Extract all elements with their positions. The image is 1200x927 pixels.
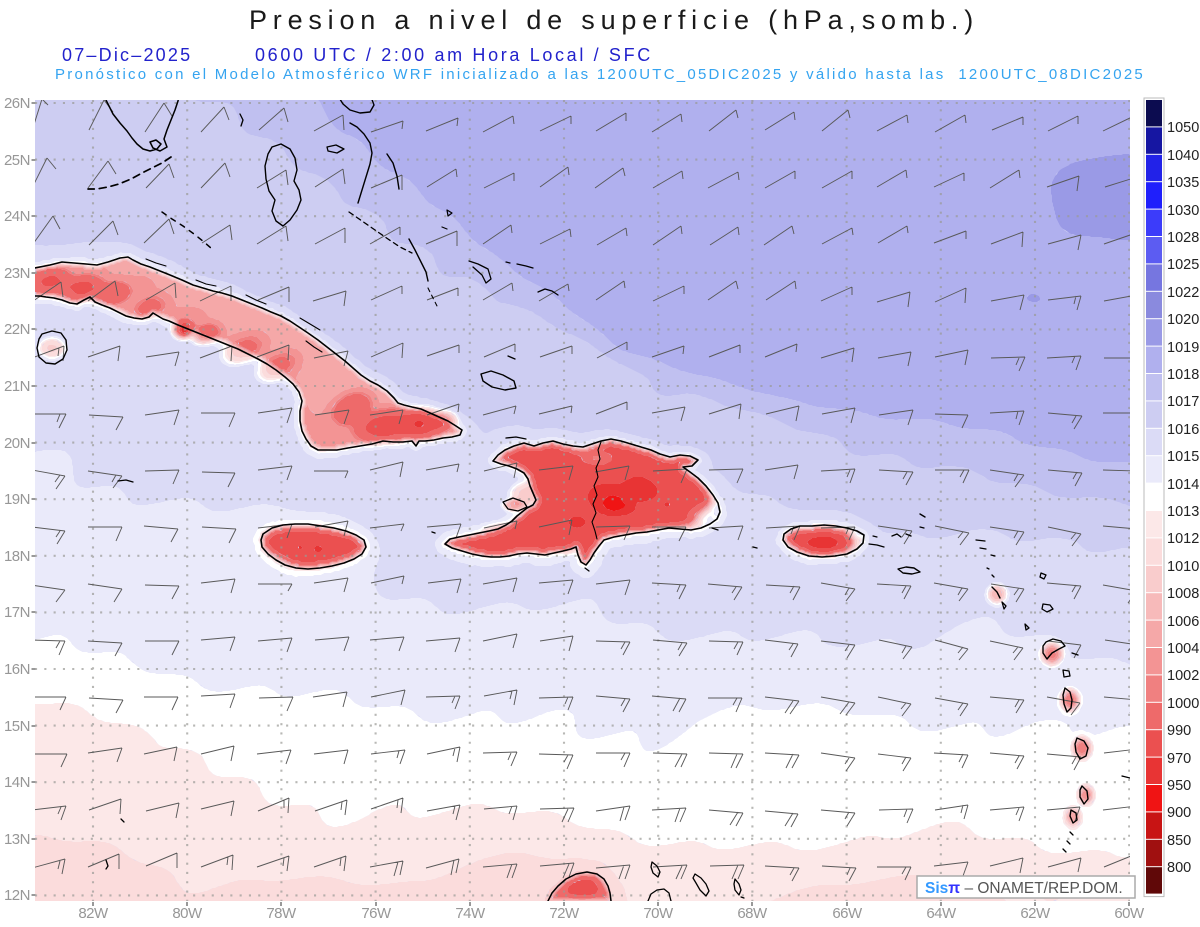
svg-text:18N: 18N — [4, 548, 30, 565]
svg-text:1025: 1025 — [1167, 257, 1199, 273]
svg-text:80W: 80W — [172, 905, 203, 922]
svg-text:62W: 62W — [1020, 905, 1051, 922]
svg-text:1017: 1017 — [1167, 394, 1199, 410]
svg-text:74W: 74W — [455, 905, 486, 922]
svg-text:1050: 1050 — [1167, 120, 1199, 136]
svg-text:64W: 64W — [926, 905, 957, 922]
svg-text:1012: 1012 — [1167, 531, 1199, 547]
svg-text:13N: 13N — [4, 831, 30, 848]
svg-text:60W: 60W — [1114, 905, 1145, 922]
svg-text:76W: 76W — [361, 905, 392, 922]
svg-text:66W: 66W — [832, 905, 863, 922]
svg-text:78W: 78W — [266, 905, 297, 922]
svg-text:17N: 17N — [4, 604, 30, 621]
svg-text:1019: 1019 — [1167, 340, 1199, 356]
svg-text:1010: 1010 — [1167, 559, 1199, 575]
svg-text:1008: 1008 — [1167, 586, 1199, 602]
svg-text:900: 900 — [1167, 805, 1191, 821]
svg-text:950: 950 — [1167, 778, 1191, 794]
svg-text:68W: 68W — [737, 905, 768, 922]
svg-text:14N: 14N — [4, 774, 30, 791]
svg-text:Sisπ – ONAMET/REP.DOM.: Sisπ – ONAMET/REP.DOM. — [925, 880, 1123, 897]
svg-text:19N: 19N — [4, 491, 30, 508]
svg-text:1015: 1015 — [1167, 449, 1199, 465]
svg-text:1000: 1000 — [1167, 696, 1199, 712]
svg-text:72W: 72W — [549, 905, 580, 922]
svg-text:1040: 1040 — [1167, 148, 1199, 164]
svg-text:800: 800 — [1167, 860, 1191, 876]
svg-text:20N: 20N — [4, 435, 30, 452]
svg-text:1013: 1013 — [1167, 504, 1199, 520]
svg-text:22N: 22N — [4, 321, 30, 338]
svg-text:1018: 1018 — [1167, 367, 1199, 383]
svg-text:15N: 15N — [4, 718, 30, 735]
svg-text:24N: 24N — [4, 208, 30, 225]
svg-text:12N: 12N — [4, 887, 30, 904]
svg-text:1035: 1035 — [1167, 175, 1199, 191]
svg-text:990: 990 — [1167, 723, 1191, 739]
svg-text:1020: 1020 — [1167, 312, 1199, 328]
svg-text:1004: 1004 — [1167, 641, 1199, 657]
svg-text:970: 970 — [1167, 751, 1191, 767]
svg-text:26N: 26N — [4, 95, 30, 112]
svg-text:1028: 1028 — [1167, 230, 1199, 246]
svg-text:1014: 1014 — [1167, 477, 1199, 493]
svg-text:70W: 70W — [643, 905, 674, 922]
svg-text:25N: 25N — [4, 152, 30, 169]
svg-text:1016: 1016 — [1167, 422, 1199, 438]
svg-text:1022: 1022 — [1167, 285, 1199, 301]
svg-text:23N: 23N — [4, 265, 30, 282]
svg-text:1030: 1030 — [1167, 203, 1199, 219]
svg-text:82W: 82W — [78, 905, 109, 922]
svg-text:850: 850 — [1167, 833, 1191, 849]
svg-text:21N: 21N — [4, 378, 30, 395]
svg-text:16N: 16N — [4, 661, 30, 678]
svg-text:1006: 1006 — [1167, 614, 1199, 630]
svg-text:1002: 1002 — [1167, 668, 1199, 684]
